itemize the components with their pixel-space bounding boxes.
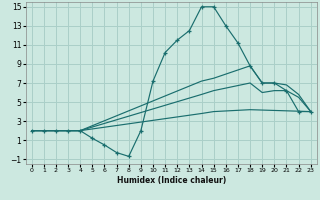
X-axis label: Humidex (Indice chaleur): Humidex (Indice chaleur)	[116, 176, 226, 185]
